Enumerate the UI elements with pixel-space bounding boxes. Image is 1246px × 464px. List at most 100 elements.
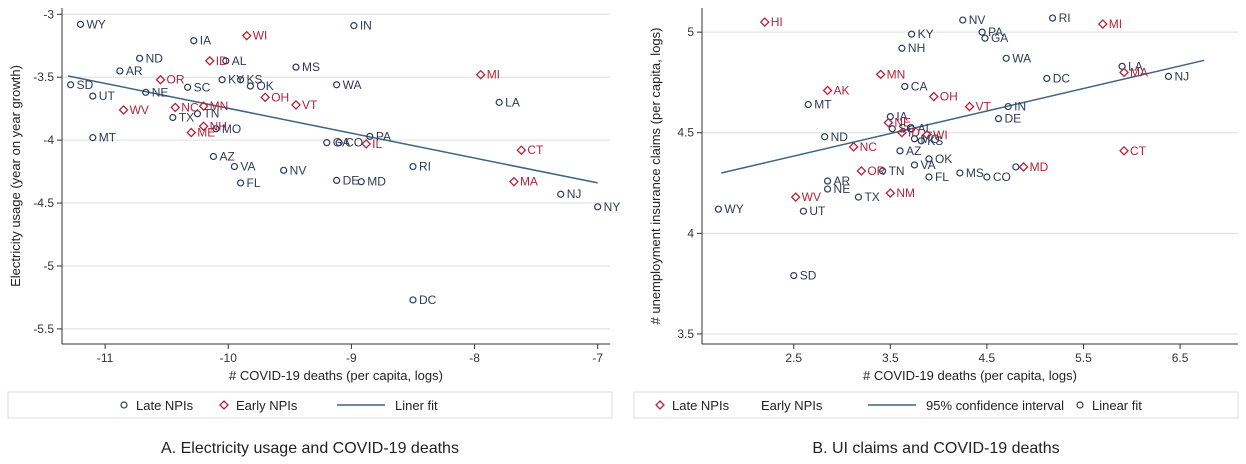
point-label: WY [724, 202, 743, 216]
point-marker [981, 34, 989, 42]
y-tick-label: -5 [43, 259, 54, 273]
point-marker [169, 113, 177, 122]
point-marker [475, 69, 486, 80]
point-label: WY [86, 17, 105, 31]
point-label: NE [152, 85, 169, 99]
point-label: NV [969, 13, 986, 27]
point-label: WV [130, 103, 149, 117]
point-marker [357, 178, 365, 186]
point-marker [823, 177, 832, 185]
point-marker [230, 162, 239, 171]
point-label: NY [604, 200, 620, 214]
point-label: NJ [567, 187, 582, 201]
point-marker [350, 22, 358, 30]
point-label: FL [935, 170, 949, 184]
point-marker [759, 17, 770, 28]
point-label: NE [894, 116, 911, 130]
x-tick-label: 4.5 [979, 351, 996, 365]
point-label: CA [911, 79, 928, 93]
point-label: DE [343, 173, 360, 187]
y-axis-title: Electricity usage (year on year growth) [8, 65, 23, 287]
point-marker [292, 63, 300, 71]
point-marker [241, 30, 252, 41]
point-label: OK [935, 152, 952, 166]
point-marker [790, 271, 798, 280]
point-marker [89, 92, 97, 100]
point-label: MS [966, 166, 984, 180]
point-label: ID [908, 126, 920, 140]
point-label: MI [1109, 17, 1122, 31]
point-marker [848, 141, 859, 152]
x-tick-label: 2.5 [785, 351, 802, 365]
point-marker [333, 176, 341, 185]
point-label: HI [771, 15, 783, 29]
point-label: UT [809, 204, 826, 218]
y-tick-label: 5 [687, 25, 694, 39]
chart-a-caption: A. Electricity usage and COVID-19 deaths [161, 440, 459, 457]
point-marker [964, 101, 975, 112]
point-marker [236, 179, 245, 187]
point-label: MT [814, 98, 832, 112]
point-marker [1004, 102, 1012, 111]
point-marker [204, 55, 215, 66]
point-marker [925, 155, 933, 163]
y-tick-label: -3.5 [33, 70, 54, 84]
chart-panel-b: 3.5 4 4.5 5 2.5 3.5 4.5 5.5 6.5 # COVID-19 deaths… [626, 0, 1246, 464]
x-tick-label: -10 [220, 351, 238, 365]
chart-panel-a: -5.5 -5 -4.5 -4 -3.5 -3 -11 -10 -9 -8 -7 # COVID-19… [0, 0, 620, 464]
point-label: CO [993, 170, 1011, 184]
point-marker [118, 105, 129, 115]
legend-box [633, 391, 1239, 419]
point-label: IN [1014, 100, 1026, 114]
point-label: CT [1130, 144, 1147, 158]
point-marker [67, 81, 75, 89]
point-marker [186, 127, 197, 138]
point-label: CT [527, 143, 544, 157]
legend-label: Linear fit [1092, 398, 1142, 413]
point-marker [994, 115, 1003, 123]
point-label: ND [831, 130, 849, 144]
point-marker [323, 139, 331, 147]
point-marker [821, 133, 829, 141]
point-label: WV [802, 190, 821, 204]
point-label: NE [834, 182, 851, 196]
point-label: FL [247, 176, 261, 190]
point-marker [878, 167, 887, 175]
point-marker [260, 92, 271, 103]
point-label: LA [1128, 59, 1143, 73]
point-label: VA [920, 158, 935, 172]
point-marker [361, 138, 372, 149]
point-label: AR [834, 174, 851, 188]
point-marker [218, 76, 226, 84]
y-tick-label: -4.5 [33, 196, 54, 210]
point-marker [856, 166, 867, 176]
point-marker [594, 203, 602, 211]
point-label: KY [918, 27, 934, 41]
point-label: WA [1012, 51, 1031, 65]
point-marker [1012, 163, 1020, 171]
point-marker [956, 169, 964, 177]
legend-marker [219, 400, 229, 410]
point-marker [790, 192, 801, 203]
point-marker [222, 57, 230, 65]
point-marker [212, 125, 220, 133]
x-axis-title: # COVID-19 deaths (per capita, logs) [863, 368, 1077, 383]
point-marker [333, 81, 341, 89]
x-tick-label: 3.5 [882, 351, 899, 365]
point-marker [116, 67, 124, 75]
legend-label: Late NPIs [136, 398, 194, 413]
point-marker [910, 135, 919, 143]
point-label: AR [126, 64, 143, 78]
point-marker [907, 30, 916, 38]
chart-b-caption: B. UI claims and COVID-19 deaths [812, 440, 1060, 457]
point-label: MA [1130, 65, 1148, 79]
point-label: NC [181, 100, 199, 114]
legend-marker [1076, 401, 1084, 409]
point-marker [1119, 145, 1129, 156]
point-label: DC [1053, 71, 1071, 85]
point-marker [509, 176, 519, 187]
point-marker [886, 113, 894, 121]
point-marker [907, 125, 916, 133]
point-label: KY [228, 73, 244, 87]
point-marker [409, 162, 417, 171]
